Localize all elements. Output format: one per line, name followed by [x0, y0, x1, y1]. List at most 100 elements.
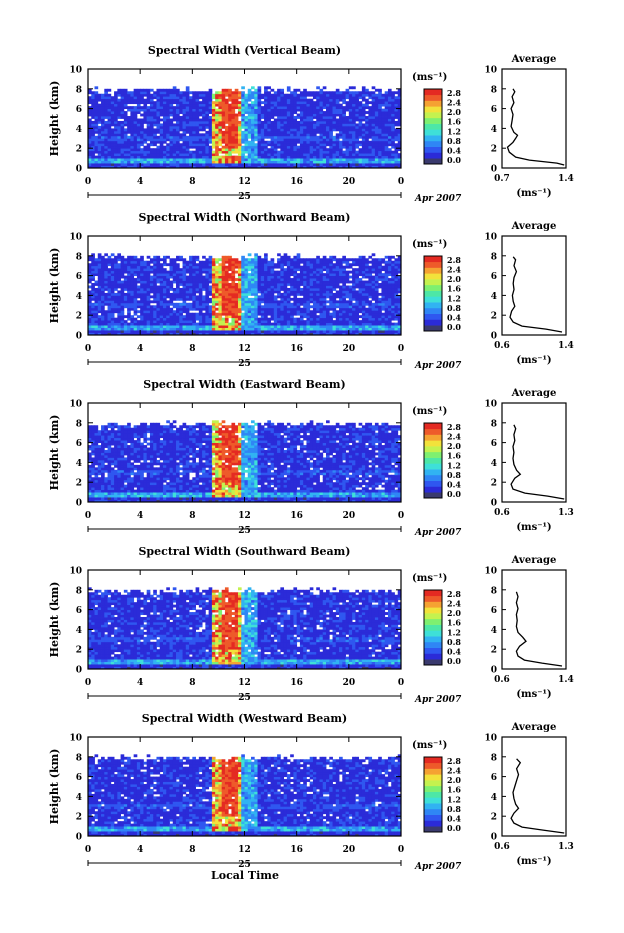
heatmap-cell — [362, 104, 366, 107]
heatmap-cell — [264, 141, 268, 144]
heatmap-cell — [277, 151, 281, 154]
heatmap-cell — [140, 131, 144, 134]
heatmap-cell — [160, 119, 164, 122]
heatmap-cell — [284, 163, 288, 166]
heatmap-cell — [179, 308, 183, 311]
heatmap-cell — [114, 328, 118, 331]
heatmap-cell — [117, 325, 121, 328]
heatmap-cell — [215, 325, 219, 328]
heatmap-cell — [378, 131, 382, 134]
heatmap-cell — [143, 161, 147, 164]
heatmap-cell — [121, 141, 125, 144]
heatmap-cell — [284, 126, 288, 129]
heatmap-cell — [319, 161, 323, 164]
heatmap-cell — [329, 119, 333, 122]
heatmap-cell — [238, 318, 242, 321]
heatmap-cell — [101, 101, 105, 104]
heatmap-cell — [215, 128, 219, 131]
heatmap-cell — [95, 161, 99, 164]
heatmap-cell — [222, 268, 226, 271]
heatmap-cell — [189, 298, 193, 301]
heatmap-cell — [127, 283, 131, 286]
heatmap-cell — [326, 96, 330, 99]
heatmap-cell — [140, 91, 144, 94]
heatmap-cell — [134, 271, 138, 274]
heatmap-cell — [202, 295, 206, 298]
heatmap-cell — [306, 313, 310, 316]
heatmap-cell — [160, 156, 164, 159]
heatmap-cell — [176, 305, 180, 308]
heatmap-cell — [212, 151, 216, 154]
heatmap-cell — [196, 99, 200, 102]
heatmap-cell — [143, 133, 147, 136]
heatmap-cell — [192, 141, 196, 144]
heatmap-cell — [114, 261, 118, 264]
heatmap-cell — [104, 99, 108, 102]
heatmap-cell — [274, 143, 278, 146]
heatmap-cell — [287, 273, 291, 276]
heatmap-cell — [114, 101, 118, 104]
heatmap-cell — [290, 263, 294, 266]
heatmap-cell — [362, 89, 366, 92]
heatmap-cell — [137, 300, 141, 303]
heatmap-cell — [147, 151, 151, 154]
heatmap-cell — [95, 298, 99, 301]
heatmap-cell — [280, 256, 284, 259]
heatmap-cell — [267, 101, 271, 104]
heatmap-cell — [394, 114, 398, 117]
heatmap-cell — [212, 283, 216, 286]
heatmap-cell — [336, 94, 340, 97]
heatmap-cell — [238, 276, 242, 279]
heatmap-cell — [156, 271, 160, 274]
heatmap-cell — [209, 256, 213, 259]
heatmap-cell — [306, 161, 310, 164]
heatmap-cell — [251, 258, 255, 261]
heatmap-cell — [280, 320, 284, 323]
heatmap-cell — [124, 101, 128, 104]
heatmap-cell — [215, 258, 219, 261]
heatmap-cell — [111, 286, 115, 289]
heatmap-cell — [303, 320, 307, 323]
heatmap-cell — [111, 315, 115, 318]
heatmap-cell — [323, 153, 327, 156]
heatmap-cell — [346, 123, 350, 126]
heatmap-cell — [290, 111, 294, 114]
heatmap-cell — [212, 94, 216, 97]
heatmap-cell — [166, 278, 170, 281]
heatmap-cell — [277, 101, 281, 104]
heatmap-cell — [277, 293, 281, 296]
heatmap-cell — [186, 328, 190, 331]
heatmap-cell — [254, 318, 258, 321]
heatmap-cell — [241, 305, 245, 308]
heatmap-cell — [251, 143, 255, 146]
heatmap-cell — [215, 156, 219, 159]
heatmap-cell — [117, 143, 121, 146]
heatmap-cell — [108, 256, 112, 259]
heatmap-cell — [140, 300, 144, 303]
heatmap-cell — [277, 143, 281, 146]
average-y-tick-label: 6 — [491, 105, 497, 115]
heatmap-cell — [293, 156, 297, 159]
heatmap-cell — [300, 126, 304, 129]
heatmap-cell — [306, 305, 310, 308]
heatmap-cell — [231, 276, 235, 279]
heatmap-cell — [98, 156, 102, 159]
heatmap-cell — [150, 96, 154, 99]
heatmap-cell — [179, 146, 183, 149]
heatmap-cell — [267, 158, 271, 161]
heatmap-cell — [280, 281, 284, 284]
heatmap-cell — [277, 328, 281, 331]
colorbar-swatch — [424, 124, 442, 130]
heatmap-cell — [140, 290, 144, 293]
heatmap-cell — [143, 298, 147, 301]
heatmap-cell — [316, 119, 320, 122]
heatmap-cell — [117, 278, 121, 281]
heatmap-cell — [134, 143, 138, 146]
heatmap-cell — [199, 153, 203, 156]
heatmap-cell — [111, 119, 115, 122]
heatmap-cell — [303, 141, 307, 144]
heatmap-cell — [163, 156, 167, 159]
heatmap-cell — [329, 153, 333, 156]
heatmap-cell — [264, 119, 268, 122]
heatmap-cell — [192, 318, 196, 321]
